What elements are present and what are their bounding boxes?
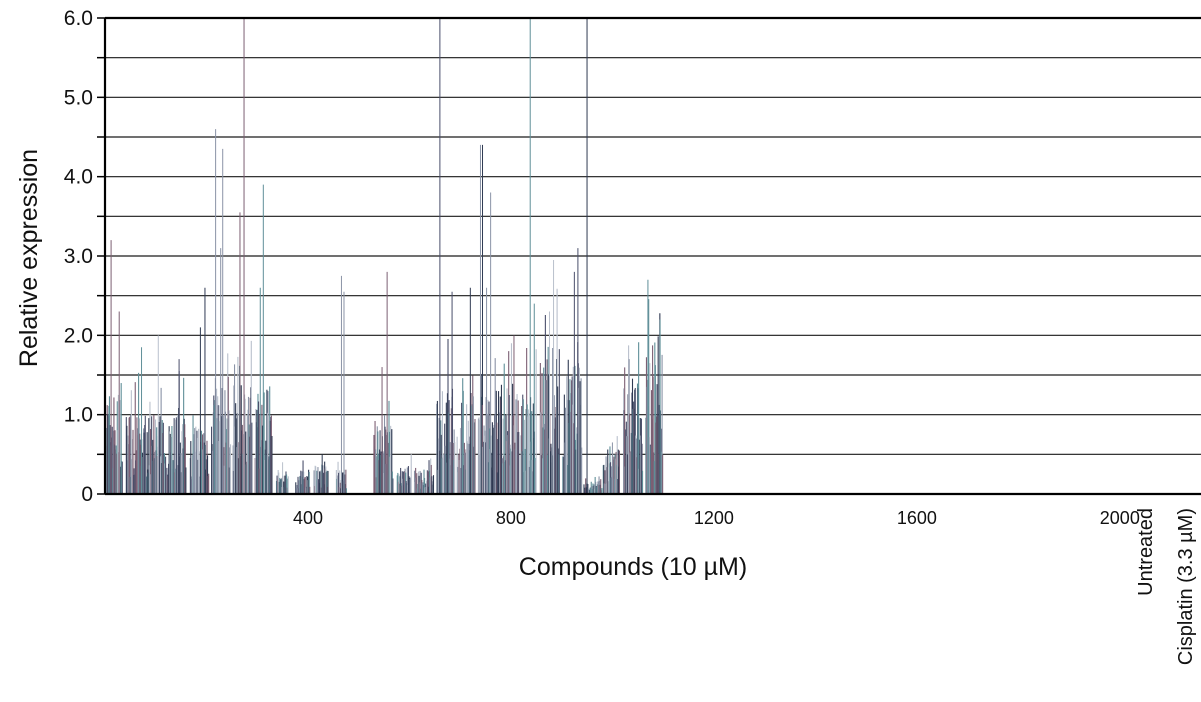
control-label-untreated: Untreated	[1135, 508, 1157, 596]
x-tick-label: 1600	[897, 508, 937, 528]
y-tick-label: 6.0	[64, 7, 93, 30]
x-tick-label: 1200	[694, 508, 734, 528]
y-axis-title: Relative expression	[15, 149, 43, 367]
bar-series	[104, 18, 664, 494]
control-label-cisplatin: Cisplatin (3.3 µM)	[1175, 508, 1197, 665]
axes	[97, 16, 1201, 496]
y-tick-label: 4.0	[64, 166, 93, 189]
x-tick-label: 800	[496, 508, 526, 528]
y-tick-label: 1.0	[64, 404, 93, 427]
x-tick-label: 400	[293, 508, 323, 528]
y-tick-label: 3.0	[64, 245, 93, 268]
y-tick-label: 0	[81, 483, 93, 506]
y-tick-labels: 0 1.0 2.0 3.0 4.0 5.0 6.0	[64, 7, 93, 506]
x-axis-title: Compounds (10 µM)	[519, 553, 747, 581]
y-tick-label: 2.0	[64, 324, 93, 347]
y-tick-label: 5.0	[64, 86, 93, 109]
x-tick-label: 2000	[1100, 508, 1140, 528]
x-tick-labels: 400 800 1200 1600 2000	[293, 508, 1140, 528]
